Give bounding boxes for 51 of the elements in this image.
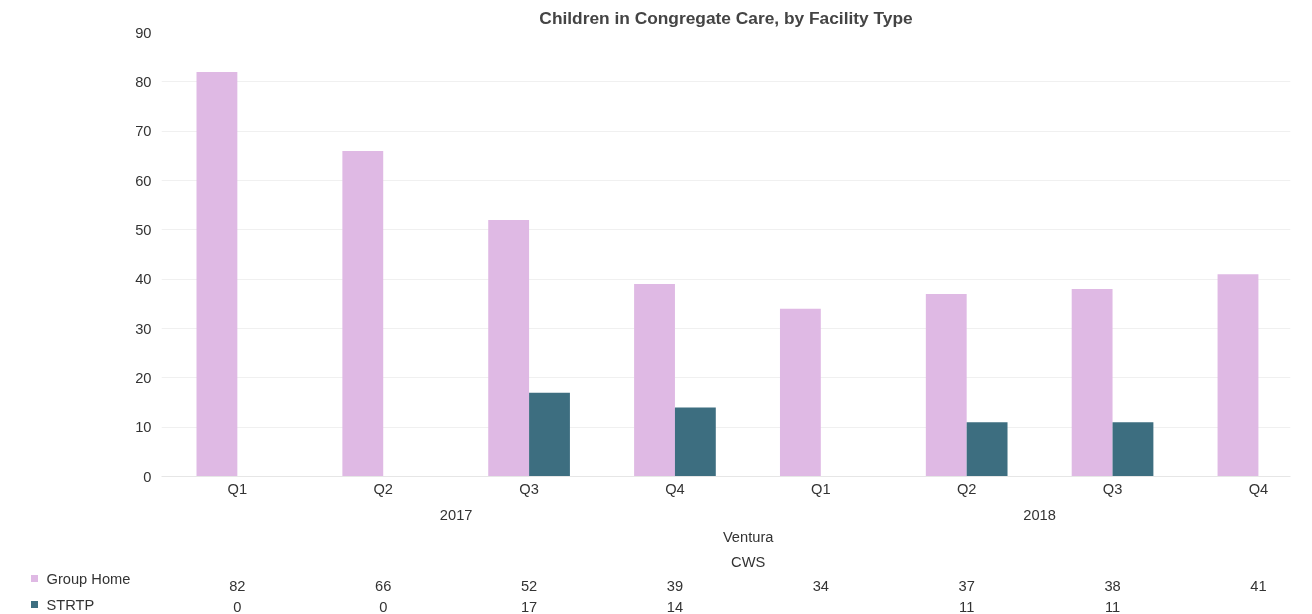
- y-tick-label: 70: [135, 123, 152, 140]
- x-tick-label: Q1: [227, 480, 248, 497]
- legend-label: STRTP: [46, 596, 95, 613]
- y-tick-label: 0: [143, 468, 152, 485]
- x-tick-label: Q4: [665, 480, 685, 497]
- x-tick-label: Q4: [1248, 480, 1269, 497]
- y-tick-label: 60: [135, 172, 152, 189]
- x-tick-label: Q2: [956, 480, 977, 497]
- data-label: 37: [958, 577, 975, 594]
- y-tick-label: 40: [135, 271, 152, 288]
- bar: [342, 150, 384, 477]
- bar: [779, 308, 821, 477]
- text: Ventura: [722, 528, 775, 545]
- bar: [1217, 274, 1259, 477]
- bar: [488, 219, 530, 477]
- bar: [1112, 422, 1154, 477]
- data-label: 39: [666, 577, 684, 594]
- data-label: 11: [1104, 598, 1121, 614]
- y-tick-label: 50: [135, 221, 152, 238]
- data-label: 66: [375, 577, 392, 594]
- legend-label: Group Home: [46, 570, 131, 587]
- x-tick-label: Q3: [1102, 480, 1123, 497]
- data-label: 0: [233, 598, 242, 614]
- data-label: 52: [520, 577, 538, 594]
- y-tick-label: 30: [135, 320, 152, 337]
- bar: [925, 293, 967, 477]
- data-label: 41: [1250, 577, 1267, 594]
- y-tick-label: 20: [135, 369, 152, 386]
- bar: [196, 71, 238, 477]
- data-label: 14: [666, 598, 684, 614]
- bar: [674, 407, 716, 477]
- text: CWS: [731, 553, 766, 570]
- text: 2017: [439, 506, 473, 523]
- y-tick-label: 10: [135, 419, 152, 436]
- data-label: 17: [520, 598, 538, 614]
- x-tick-label: Q2: [373, 480, 393, 497]
- bar: [966, 422, 1008, 477]
- chart-title: Children in Congregate Care, by Facility Type: [539, 7, 913, 28]
- x-tick-label: Q3: [519, 480, 539, 497]
- bar: [1071, 289, 1113, 477]
- y-tick-label: 90: [135, 24, 152, 41]
- bar: [634, 284, 675, 477]
- data-label: 0: [379, 598, 388, 614]
- data-label: 11: [959, 598, 975, 614]
- bar: [529, 392, 570, 477]
- y-tick-label: 80: [135, 73, 152, 90]
- x-tick-label: Q1: [811, 480, 831, 497]
- text: 2018: [1023, 506, 1056, 523]
- data-label: 82: [229, 577, 246, 594]
- data-label: 38: [1104, 577, 1121, 594]
- data-label: 34: [812, 577, 829, 594]
